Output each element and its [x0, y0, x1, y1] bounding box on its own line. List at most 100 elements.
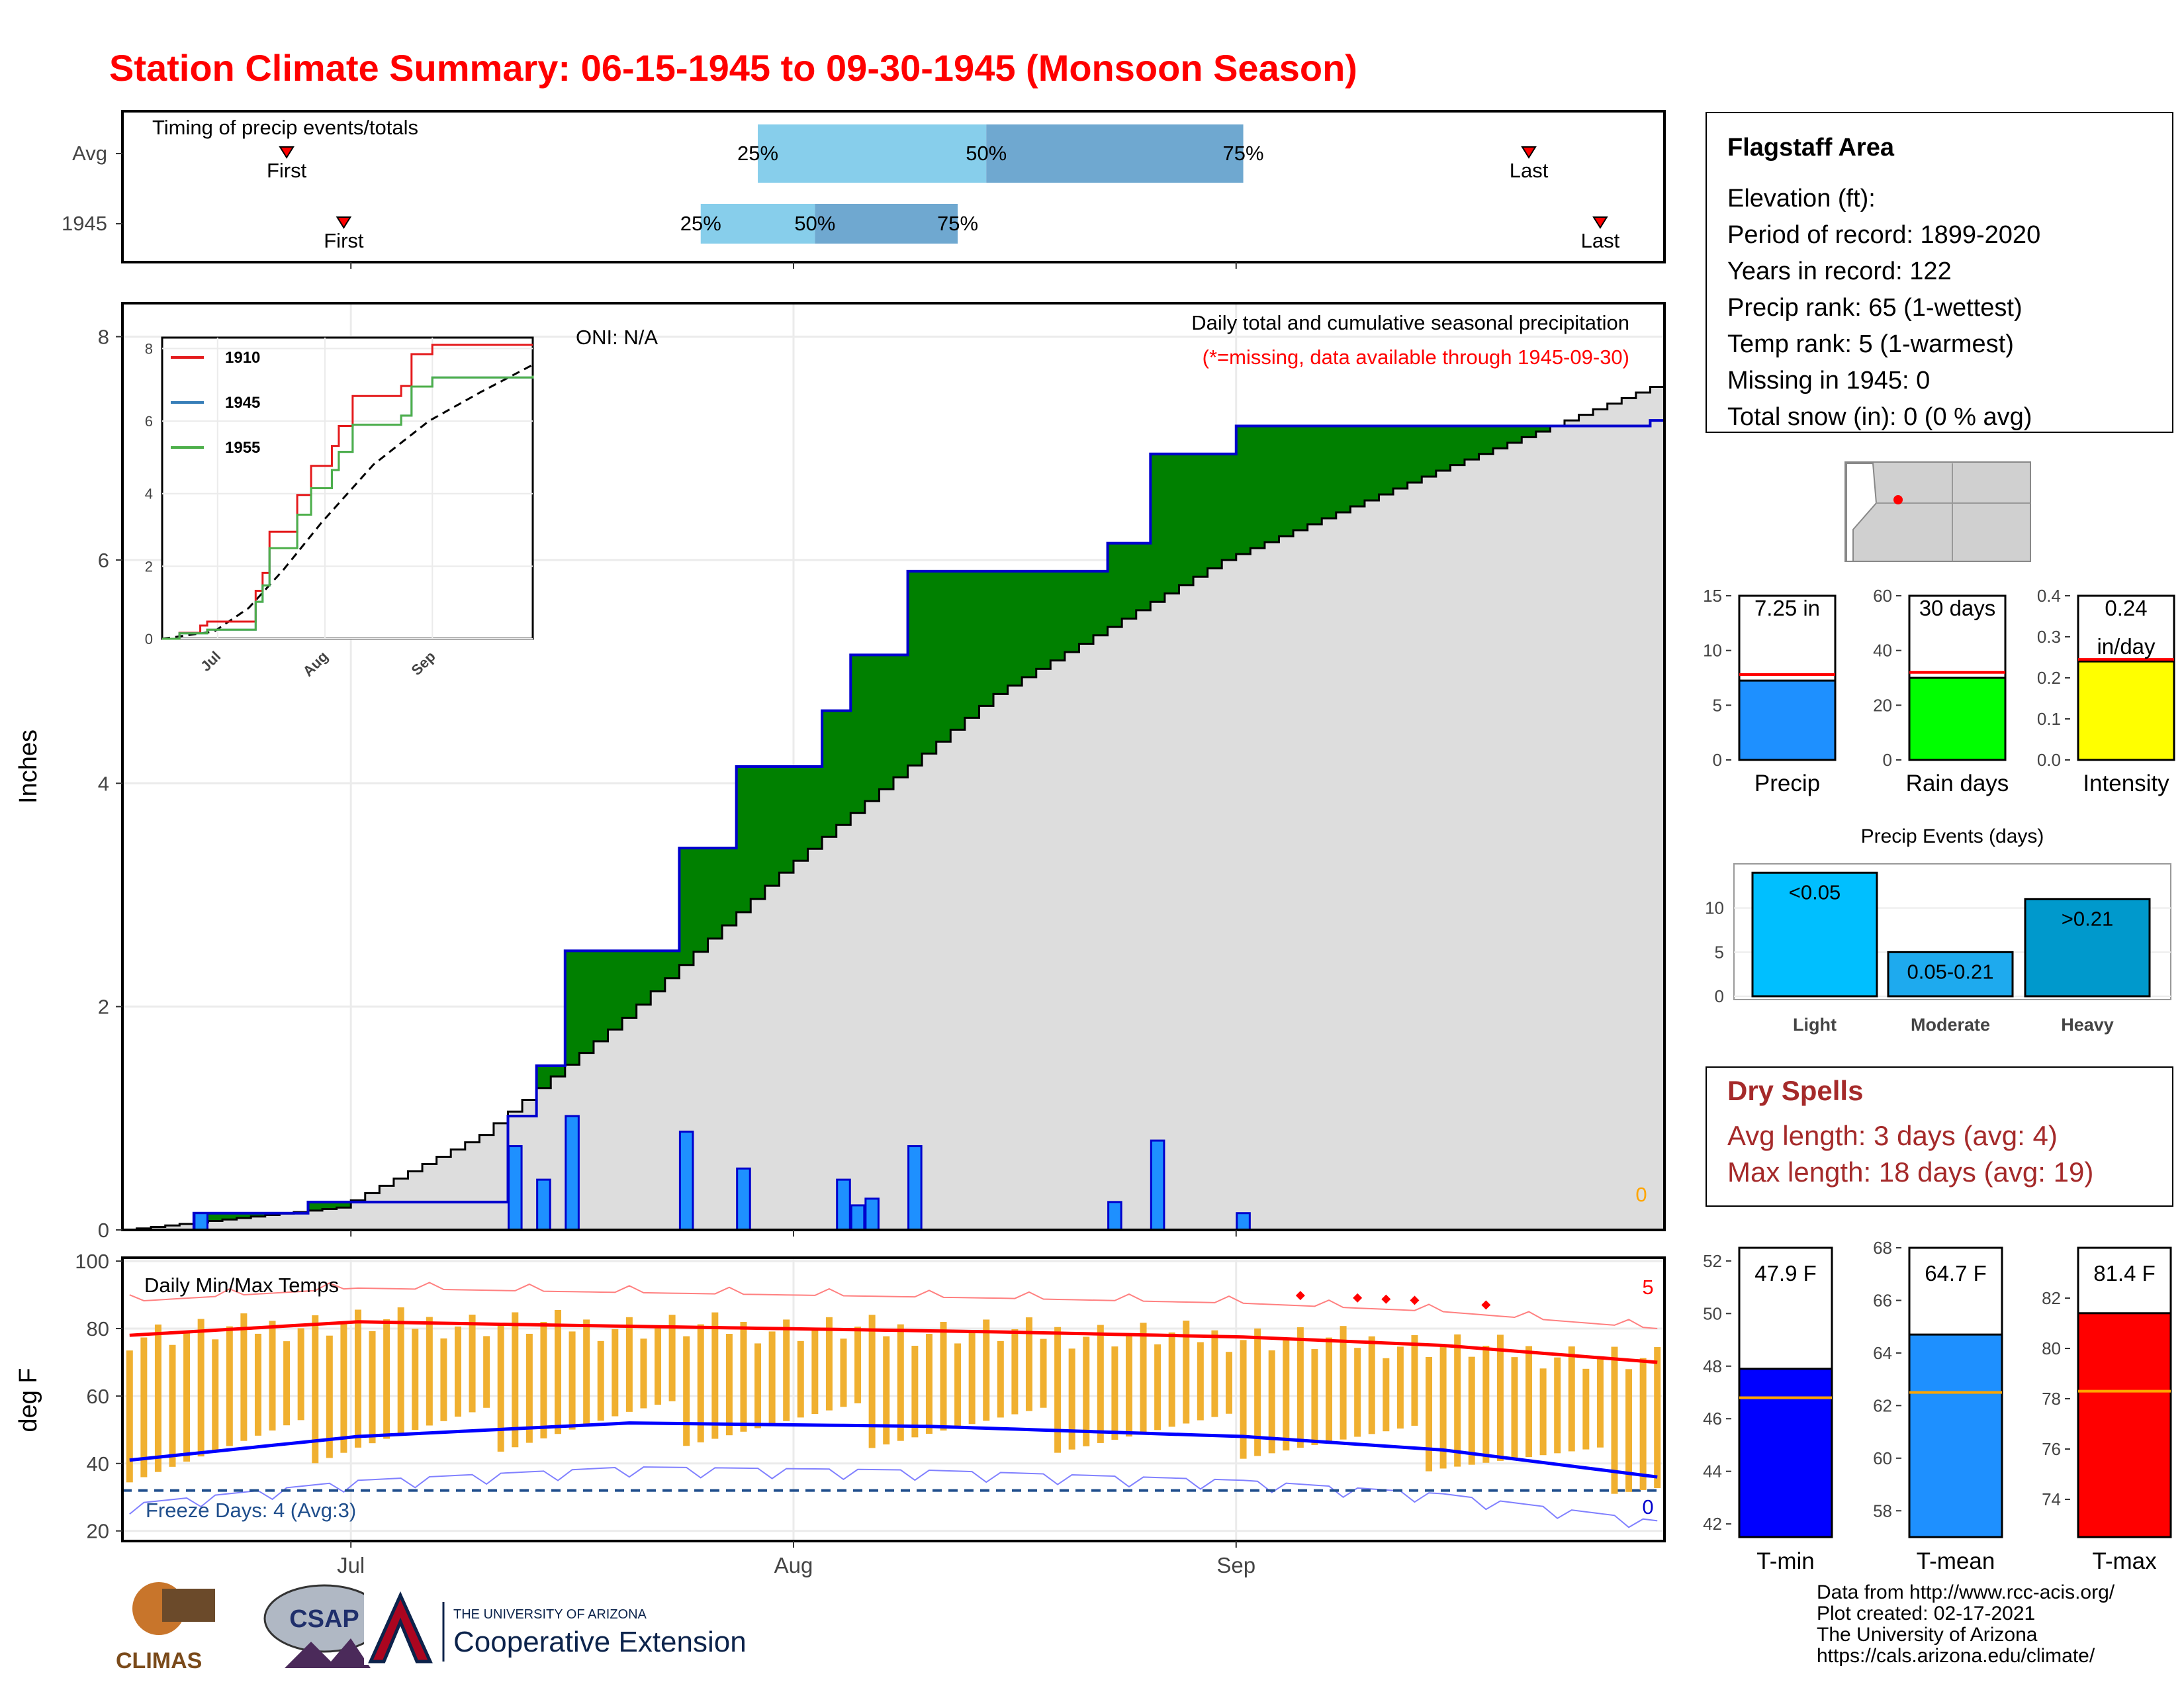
daily-temp-bar	[1496, 1335, 1504, 1461]
temp-bar-y-tick-label: 68	[1873, 1238, 1892, 1258]
daily-temp-bar	[1568, 1346, 1575, 1452]
inset-legend-label: 1910	[225, 349, 260, 367]
credit-university: The University of Arizona	[1817, 1624, 2038, 1646]
daily-temp-bar	[1396, 1346, 1404, 1429]
inset-average-line	[161, 363, 533, 640]
daily-temp-bar	[1283, 1338, 1290, 1451]
daily-temp-bar	[426, 1317, 433, 1426]
daily-temp-bar	[1482, 1345, 1490, 1463]
daily-temp-bar	[412, 1329, 419, 1430]
csap-text: CSAP	[289, 1605, 359, 1633]
station-location-marker	[1893, 495, 1903, 504]
events-y-tick-label: 10	[1705, 898, 1724, 918]
summary-y-tick-label: 0.1	[2037, 709, 2061, 729]
daily-temp-bar	[1268, 1350, 1275, 1454]
daily-temp-bar	[740, 1322, 747, 1432]
cold-days-count: 0	[1642, 1495, 1653, 1519]
temp-bar-value-label: 81.4 F	[2093, 1261, 2156, 1286]
timing-row-avg-label: Avg	[72, 142, 107, 165]
daily-temp-bar	[1383, 1358, 1390, 1432]
oni-label: ONI: N/A	[576, 326, 658, 349]
cumulative-average-area	[122, 387, 1664, 1230]
daily-temp-bar	[312, 1315, 319, 1464]
timing-p75-label: 75%	[1223, 142, 1264, 165]
timing-p25-label: 25%	[680, 212, 721, 235]
daily-temp-bar	[911, 1346, 919, 1438]
x-tick-label: Sep	[1216, 1553, 1255, 1577]
timing-p75-label: 75%	[937, 212, 978, 235]
dry-spells-frame	[1706, 1066, 2173, 1207]
csap-logo: CSAP	[263, 1584, 385, 1668]
timing-bar-25-50	[758, 124, 987, 183]
daily-temp-bar	[1111, 1346, 1118, 1440]
info-precip-rank: Precip rank: 65 (1-wettest)	[1727, 294, 2023, 322]
temp-bar-label: T-min	[1756, 1548, 1815, 1574]
csap-mountain-icon	[285, 1638, 371, 1668]
daily-precip-bar	[736, 1167, 751, 1231]
daily-temp-bar	[1368, 1336, 1375, 1434]
daily-temp-bar	[668, 1315, 676, 1401]
daily-precip-bar	[678, 1131, 694, 1231]
daily-temp-bar	[1454, 1334, 1461, 1467]
daily-temp-bar	[240, 1313, 248, 1441]
summary-value-label: 0.24	[2105, 596, 2147, 620]
precip-panel-subtitle: (*=missing, data available through 1945-…	[1203, 346, 1629, 369]
daily-temp-bar	[1068, 1348, 1075, 1450]
temp-bar-y-tick-label: 64	[1873, 1343, 1892, 1363]
daily-temp-bar	[126, 1350, 133, 1483]
temp-frame	[121, 1256, 1666, 1542]
daily-temp-bar	[1411, 1335, 1418, 1426]
summary-bar-label: Precip	[1754, 771, 1820, 796]
temp-bar-y-tick-label: 66	[1873, 1290, 1892, 1310]
summary-bar-label: Rain days	[1906, 771, 2009, 796]
daily-precip-bar	[850, 1204, 866, 1231]
daily-precip-bar	[193, 1212, 208, 1231]
inset-y-tick-label: 4	[145, 486, 153, 502]
daily-temp-bar	[1183, 1321, 1190, 1424]
events-bar-tag: <0.05	[1789, 880, 1841, 904]
temp-bar-y-tick-label: 52	[1703, 1251, 1722, 1271]
daily-temp-bar	[940, 1322, 947, 1431]
cumulative-average-line	[122, 386, 1664, 1231]
daily-temp-bar	[754, 1343, 762, 1429]
daily-temp-bar	[725, 1334, 733, 1436]
temp-bar-label: T-mean	[1917, 1548, 1995, 1574]
daily-temp-bar	[640, 1338, 647, 1409]
daily-precip-bar	[536, 1178, 551, 1231]
summary-y-tick-label: 10	[1703, 641, 1722, 661]
record-high-marker	[1353, 1293, 1363, 1303]
temp-y-tick-label: 20	[87, 1520, 109, 1543]
daily-temp-bar	[1625, 1369, 1633, 1492]
daily-temp-bar	[625, 1317, 633, 1412]
info-frame	[1706, 112, 2173, 433]
info-total-snow: Total snow (in): 0 (0 % avg)	[1727, 403, 2032, 431]
x-tick-label: Aug	[774, 1553, 813, 1577]
summary-y-tick-label: 40	[1873, 641, 1892, 661]
summary-bar-label: Intensity	[2083, 771, 2169, 796]
summary-y-tick-label: 0	[1883, 750, 1892, 770]
avg-tmax-line	[129, 1320, 1658, 1364]
summary-y-tick-label: 0	[1713, 750, 1722, 770]
daily-temp-bar	[469, 1314, 476, 1413]
daily-precip-bar	[836, 1178, 851, 1231]
daily-temp-bar	[1154, 1344, 1161, 1430]
daily-precip-bar	[508, 1145, 523, 1231]
daily-temp-bar	[540, 1321, 547, 1438]
summary-y-tick-label: 60	[1873, 586, 1892, 606]
temp-bar-y-tick-label: 76	[2042, 1439, 2061, 1459]
figure-title: Station Climate Summary: 06-15-1945 to 0…	[109, 47, 1357, 89]
daily-temp-bar	[1140, 1323, 1147, 1434]
map-frame	[1844, 461, 2031, 562]
cumulative-1945-line	[122, 419, 1664, 1231]
daily-temp-bar	[212, 1339, 219, 1452]
daily-temp-bar	[883, 1336, 890, 1445]
missing-count: 0	[1635, 1183, 1647, 1206]
events-bar-label: Moderate	[1911, 1015, 1990, 1035]
summary-y-tick-label: 15	[1703, 586, 1722, 606]
avg-tmin-line	[129, 1421, 1658, 1479]
temp-bar-y-tick-label: 74	[2042, 1489, 2061, 1509]
daily-temp-bar	[383, 1319, 390, 1439]
daily-temp-bar	[925, 1334, 933, 1434]
map-background	[1846, 463, 1878, 562]
daily-temp-bar	[1354, 1348, 1361, 1437]
